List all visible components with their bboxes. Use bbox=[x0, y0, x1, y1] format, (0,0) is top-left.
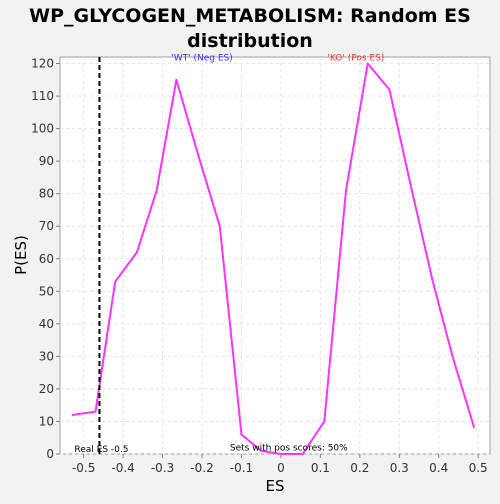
x-tick-label: -0.1 bbox=[230, 461, 253, 475]
y-tick-label: 0 bbox=[46, 447, 54, 461]
y-tick-label: 70 bbox=[39, 219, 54, 233]
x-tick-label: 0.3 bbox=[390, 461, 409, 475]
y-tick-label: 50 bbox=[39, 284, 54, 298]
y-tick-label: 80 bbox=[39, 187, 54, 201]
axes: -0.5 -0.4 -0.3 -0.2 -0.1 0 0.1 0.2 0.3 0.4 0.5 0 10 2… bbox=[31, 57, 488, 475]
x-tick-label: -0.4 bbox=[111, 461, 134, 475]
x-tick-label: 0.1 bbox=[311, 461, 330, 475]
annotations: Real ES -0.5 'WT' (Neg ES) 'KO' (Pos ES) Se… bbox=[74, 53, 384, 455]
annotation-3: Sets with pos scores: 50% bbox=[230, 444, 348, 454]
plot-area bbox=[59, 56, 491, 455]
x-tick-label: 0.5 bbox=[469, 461, 488, 475]
chart-title-line-2: distribution bbox=[187, 30, 313, 52]
y-tick-label: 20 bbox=[39, 382, 54, 396]
real-es-label: Real ES -0.5 bbox=[74, 445, 128, 455]
y-tick-label: 60 bbox=[39, 252, 54, 266]
x-tick-label: -0.5 bbox=[72, 461, 95, 475]
x-tick-label: 0.2 bbox=[350, 461, 369, 475]
y-tick-label: 120 bbox=[31, 57, 54, 71]
grid bbox=[60, 57, 490, 455]
y-tick-label: 100 bbox=[31, 122, 54, 136]
annotation-2: 'KO' (Pos ES) bbox=[327, 53, 384, 63]
x-axis-label: ES bbox=[266, 477, 285, 495]
x-tick-label: 0 bbox=[277, 461, 285, 475]
chart-title-line-1: WP_GLYCOGEN_METABOLISM: Random ES bbox=[29, 5, 471, 27]
y-tick-label: 40 bbox=[39, 317, 54, 331]
x-tick-label: 0.4 bbox=[429, 461, 448, 475]
x-tick-label: -0.3 bbox=[151, 461, 174, 475]
y-tick-label: 90 bbox=[39, 154, 54, 168]
es-distribution-line bbox=[71, 62, 476, 455]
x-tick-label: -0.2 bbox=[190, 461, 213, 475]
annotation-1: 'WT' (Neg ES) bbox=[171, 53, 232, 63]
series bbox=[71, 57, 476, 455]
y-tick-label: 10 bbox=[39, 414, 54, 428]
y-axis-label: P(ES) bbox=[12, 235, 30, 275]
y-tick-label: 30 bbox=[39, 349, 54, 363]
y-tick-label: 110 bbox=[31, 89, 54, 103]
